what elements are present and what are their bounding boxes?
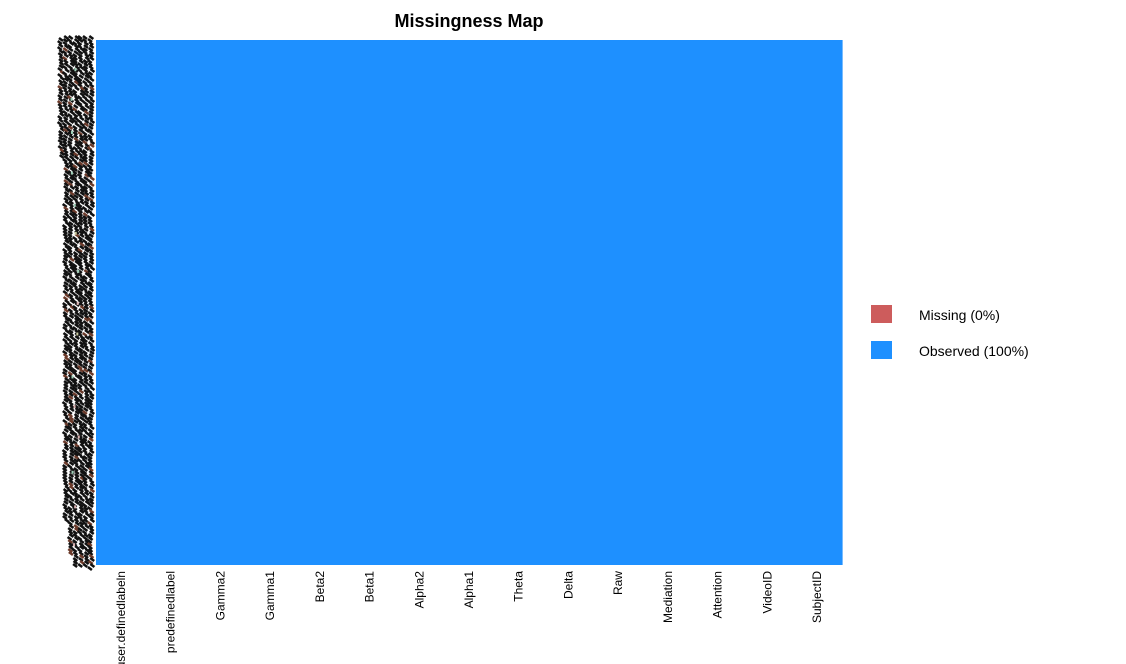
legend-swatch-observed	[871, 341, 892, 359]
legend-swatch-missing	[871, 305, 892, 323]
x-tick-label: Raw	[611, 571, 625, 595]
legend: Missing (0%) Observed (100%)	[871, 305, 1029, 359]
plot-area	[96, 40, 843, 565]
x-tick-label: Alpha1	[462, 571, 476, 609]
x-tick-label: Mediation	[661, 571, 675, 623]
observed-cell	[96, 40, 147, 565]
observed-cell	[245, 40, 296, 565]
observed-cell	[444, 40, 495, 565]
observed-cell	[394, 40, 445, 565]
x-tick-label: Gamma2	[213, 571, 227, 621]
x-tick-label: Theta	[512, 571, 526, 602]
x-axis-tick-labels: user.definedlabeln predefinedlabel Gamma2 G…	[114, 571, 824, 664]
legend-label-observed: Observed (100%)	[919, 343, 1029, 359]
observed-cell	[344, 40, 395, 565]
x-tick-label: Gamma1	[263, 571, 277, 621]
observed-cell	[195, 40, 246, 565]
legend-label-missing: Missing (0%)	[919, 307, 1000, 323]
observed-cell	[692, 40, 744, 565]
x-tick-label: VideoID	[760, 571, 774, 614]
x-tick-label: user.definedlabeln	[114, 571, 128, 664]
x-tick-label: Beta1	[363, 571, 377, 603]
x-tick-label: predefinedlabel	[164, 571, 178, 653]
x-tick-label: Beta2	[313, 571, 327, 603]
observed-cell	[742, 40, 793, 565]
observed-cell	[294, 40, 346, 565]
observed-cell	[593, 40, 644, 565]
observed-cell	[493, 40, 545, 565]
x-tick-label: Alpha2	[412, 571, 426, 609]
chart-title: Missingness Map	[394, 11, 543, 31]
x-tick-label: SubjectID	[810, 571, 824, 623]
observed-cell	[792, 40, 843, 565]
observed-cell	[543, 40, 594, 565]
observed-cell	[643, 40, 694, 565]
row-label-clutter	[56, 34, 96, 572]
x-tick-label: Attention	[711, 571, 725, 618]
x-tick-label: Delta	[561, 571, 575, 599]
observed-cell	[145, 40, 197, 565]
